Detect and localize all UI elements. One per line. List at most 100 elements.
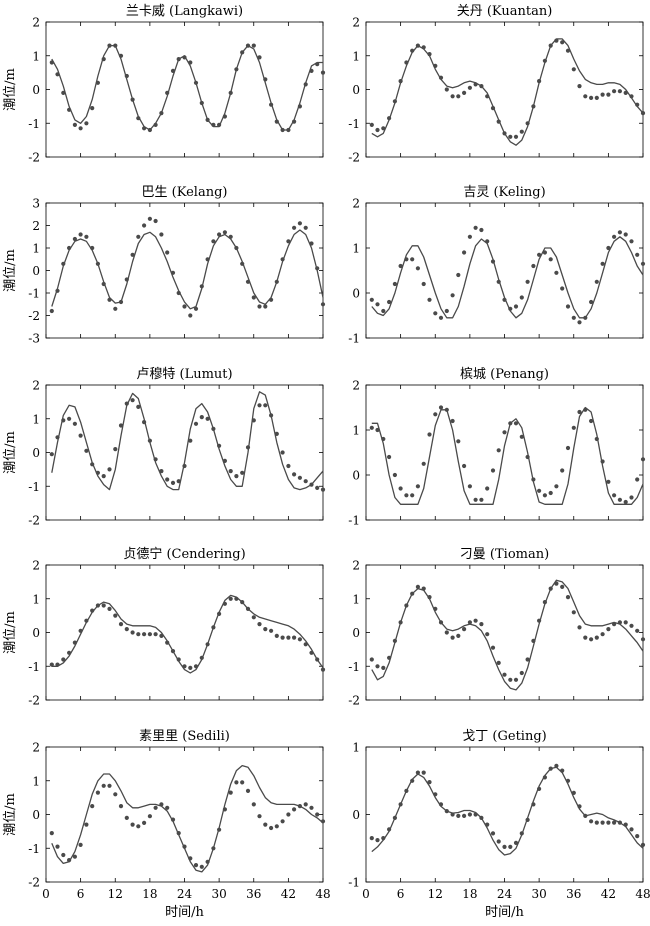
observed-tide-point bbox=[49, 308, 54, 314]
observed-tide-point bbox=[450, 418, 455, 424]
observed-tide-point bbox=[297, 475, 302, 480]
plot-frame bbox=[365, 384, 644, 521]
observed-tide-point bbox=[444, 407, 449, 412]
observed-tide-point bbox=[438, 405, 444, 410]
y-tick-label: 1 bbox=[352, 592, 360, 606]
observed-tide-point bbox=[205, 257, 210, 262]
observed-tide-point bbox=[55, 288, 60, 293]
observed-tide-point bbox=[462, 463, 467, 469]
observed-tide-point bbox=[462, 813, 467, 819]
observed-tide-point bbox=[502, 844, 507, 850]
observed-tide-point bbox=[303, 82, 308, 87]
observed-tide-point bbox=[159, 111, 164, 116]
observed-tide-point bbox=[269, 297, 274, 302]
observed-tide-point bbox=[473, 618, 478, 623]
observed-tide-point bbox=[589, 418, 594, 424]
observed-tide-point bbox=[537, 618, 542, 623]
observed-tide-point bbox=[635, 477, 640, 482]
observed-tide-point bbox=[101, 474, 106, 479]
observed-tide-point bbox=[107, 467, 112, 472]
observed-tide-point bbox=[84, 618, 89, 623]
observed-tide-point bbox=[467, 85, 472, 90]
observed-tide-point bbox=[269, 628, 274, 633]
observed-tide-point bbox=[257, 55, 262, 60]
observed-tide-point bbox=[61, 418, 66, 423]
observed-tide-point bbox=[583, 315, 588, 320]
observed-tide-point bbox=[297, 104, 302, 109]
observed-tide-point bbox=[427, 52, 432, 57]
observed-tide-point bbox=[315, 266, 320, 271]
observed-tide-point bbox=[67, 858, 72, 863]
observed-tide-point bbox=[176, 657, 181, 662]
observed-tide-point bbox=[548, 766, 553, 771]
x-tick-label: 12 bbox=[108, 887, 123, 901]
model-tide-line bbox=[51, 229, 324, 310]
chart-title: 关丹 (Kuantan) bbox=[457, 4, 553, 19]
observed-tide-point bbox=[269, 102, 274, 107]
y-tick-label: 1 bbox=[32, 592, 40, 606]
observed-tide-point bbox=[479, 622, 484, 627]
observed-tide-point bbox=[612, 820, 617, 825]
observed-tide-point bbox=[427, 595, 432, 600]
observed-tide-point bbox=[118, 622, 124, 627]
x-tick-label: 42 bbox=[281, 887, 296, 901]
y-tick-label: -1 bbox=[28, 660, 40, 674]
y-tick-label: 1 bbox=[32, 412, 40, 426]
observed-tide-point bbox=[375, 127, 380, 133]
observed-tide-point bbox=[548, 490, 553, 496]
observed-tide-point bbox=[67, 650, 72, 655]
observed-tide-point bbox=[228, 596, 233, 601]
y-tick-label: 0 bbox=[352, 469, 360, 483]
observed-tide-point bbox=[612, 493, 617, 498]
observed-tide-point bbox=[211, 625, 216, 630]
x-tick-label: 36 bbox=[246, 887, 261, 901]
observed-tide-point bbox=[450, 635, 455, 640]
y-tick-label: 1 bbox=[352, 424, 360, 438]
observed-tide-point bbox=[182, 664, 187, 669]
observed-tide-point bbox=[375, 664, 380, 669]
observed-tide-point bbox=[217, 232, 222, 237]
observed-tide-point bbox=[95, 80, 100, 85]
observed-tide-point bbox=[142, 126, 147, 131]
observed-tide-point bbox=[375, 302, 380, 307]
observed-tide-point bbox=[421, 281, 426, 287]
observed-tide-point bbox=[61, 261, 66, 266]
observed-tide-point bbox=[211, 846, 216, 851]
observed-tide-point bbox=[159, 633, 164, 639]
observed-tide-point bbox=[153, 122, 158, 127]
observed-tide-point bbox=[375, 427, 380, 433]
observed-tide-point bbox=[560, 584, 565, 590]
observed-tide-point bbox=[263, 77, 268, 82]
observed-tide-point bbox=[519, 831, 524, 836]
y-tick-label: 0 bbox=[32, 83, 40, 97]
observed-tide-point bbox=[531, 477, 536, 482]
x-tick-label: 0 bbox=[362, 887, 370, 901]
observed-tide-point bbox=[274, 633, 279, 639]
observed-tide-point bbox=[228, 90, 233, 95]
model-tide-line bbox=[371, 766, 644, 856]
observed-tide-point bbox=[606, 92, 611, 97]
observed-tide-point bbox=[222, 601, 227, 606]
observed-tide-point bbox=[508, 844, 513, 850]
observed-tide-point bbox=[147, 216, 152, 221]
observed-tide-point bbox=[170, 68, 176, 73]
observed-tide-point bbox=[292, 472, 297, 477]
observed-tide-point bbox=[193, 664, 199, 669]
observed-tide-point bbox=[263, 403, 268, 408]
observed-tide-point bbox=[381, 126, 386, 131]
observed-tide-point bbox=[159, 232, 164, 237]
observed-tide-point bbox=[118, 299, 124, 305]
observed-tide-point bbox=[124, 277, 129, 282]
observed-tide-point bbox=[67, 245, 72, 251]
observed-tide-point bbox=[531, 638, 536, 644]
observed-tide-point bbox=[49, 60, 54, 65]
observed-tide-point bbox=[640, 111, 646, 116]
observed-tide-point bbox=[113, 447, 118, 452]
observed-tide-point bbox=[55, 844, 60, 849]
observed-tide-point bbox=[101, 603, 106, 608]
observed-tide-point bbox=[234, 67, 239, 72]
observed-tide-point bbox=[392, 99, 397, 104]
observed-tide-point bbox=[84, 234, 89, 239]
observed-tide-point bbox=[444, 87, 449, 92]
